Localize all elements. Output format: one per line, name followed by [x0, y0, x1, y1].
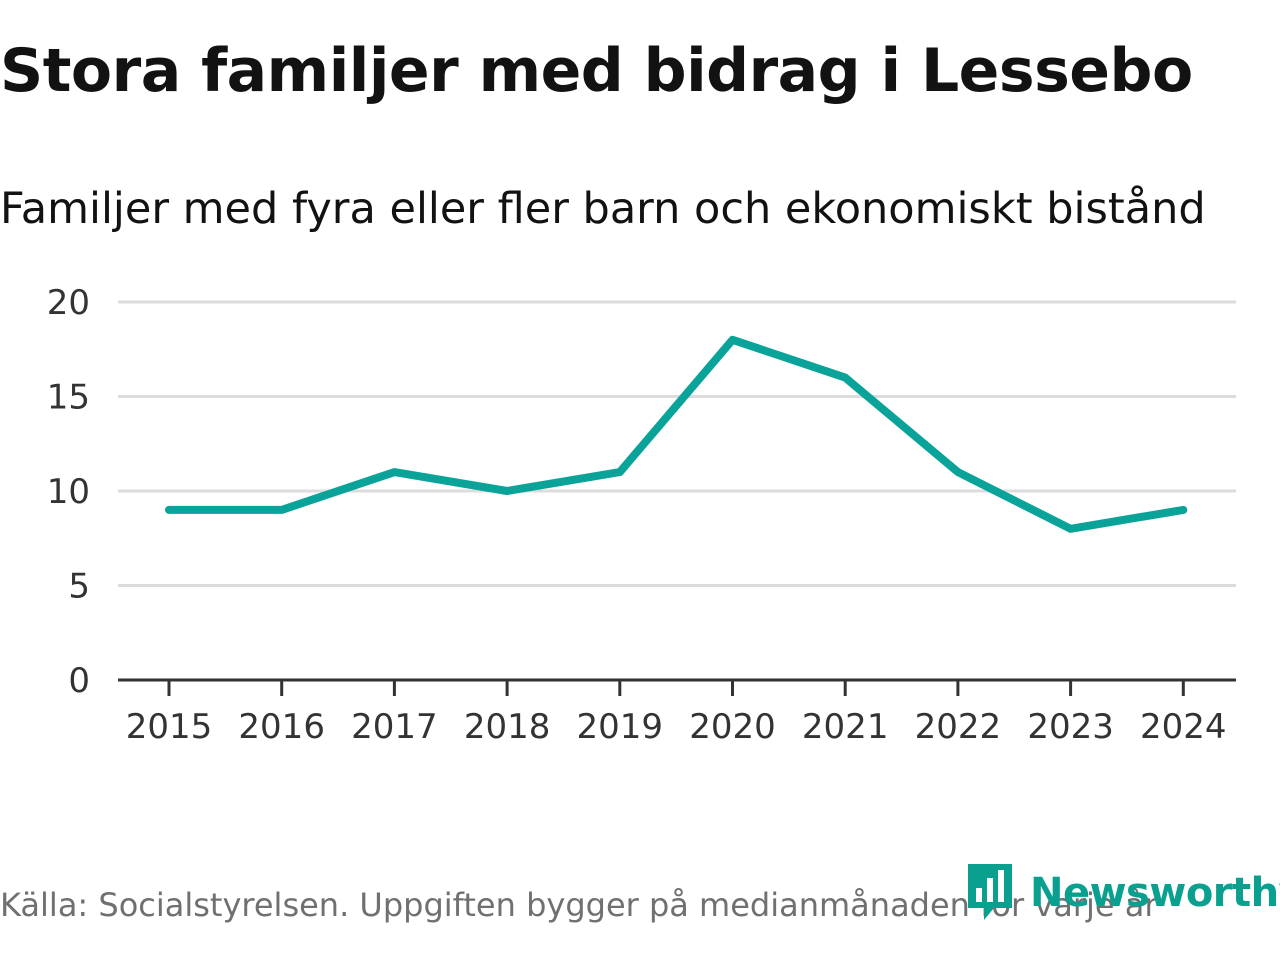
series-line-0: [165, 335, 1188, 533]
x-tick-label-2024: 2024: [1140, 707, 1227, 747]
x-tick-label-2022: 2022: [915, 707, 1002, 747]
y-tick-label-5: 5: [68, 567, 90, 607]
chart-title: Stora familjer med bidrag i Lessebo: [0, 36, 1193, 106]
y-axis-tick-labels: 0 5 10 15 20: [47, 283, 90, 701]
newsworthy-logo-icon: [968, 864, 1012, 920]
x-tick-label-2018: 2018: [464, 707, 551, 747]
x-tick-label-2016: 2016: [238, 707, 325, 747]
x-tick-label-2021: 2021: [802, 707, 889, 747]
x-tick-label-2020: 2020: [689, 707, 776, 747]
x-tick-label-2019: 2019: [577, 707, 664, 747]
source-note: Källa: Socialstyrelsen. Uppgiften bygger…: [0, 886, 1158, 924]
x-axis: 2015 2016 2017 2018 2019 2020 2021 2022 2023 2024: [118, 678, 1236, 747]
line-chart: 0 5 10 15 20 2015 2016 2017 2018 2019 2020 2021 202…: [47, 283, 1236, 747]
series-layer: [165, 335, 1188, 533]
y-tick-label-20: 20: [47, 283, 90, 323]
chart-subtitle: Familjer med fyra eller fler barn och ek…: [0, 184, 1206, 234]
x-tick-label-2023: 2023: [1027, 707, 1114, 747]
x-tick-label-2015: 2015: [126, 707, 213, 747]
y-tick-label-0: 0: [68, 661, 90, 701]
brand-logo: Newsworthy: [964, 862, 1280, 924]
y-tick-label-10: 10: [47, 472, 90, 512]
y-tick-label-15: 15: [47, 378, 90, 418]
x-tick-label-2017: 2017: [351, 707, 438, 747]
brand-name: Newsworthy: [1030, 870, 1280, 916]
gridlines: [118, 300, 1236, 587]
